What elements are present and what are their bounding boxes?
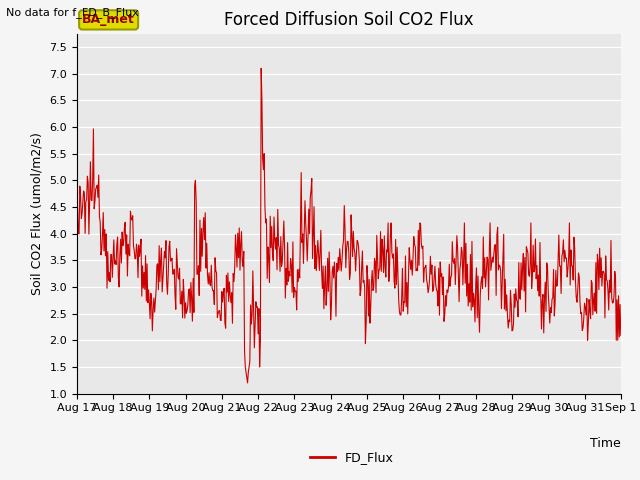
Legend: FD_Flux: FD_Flux [305,446,399,469]
Title: Forced Diffusion Soil CO2 Flux: Forced Diffusion Soil CO2 Flux [224,11,474,29]
X-axis label: Time: Time [590,437,621,450]
Y-axis label: Soil CO2 Flux (umol/m2/s): Soil CO2 Flux (umol/m2/s) [31,132,44,295]
Text: BA_met: BA_met [82,13,135,26]
Text: No data for f_FD_B_Flux: No data for f_FD_B_Flux [6,7,140,18]
